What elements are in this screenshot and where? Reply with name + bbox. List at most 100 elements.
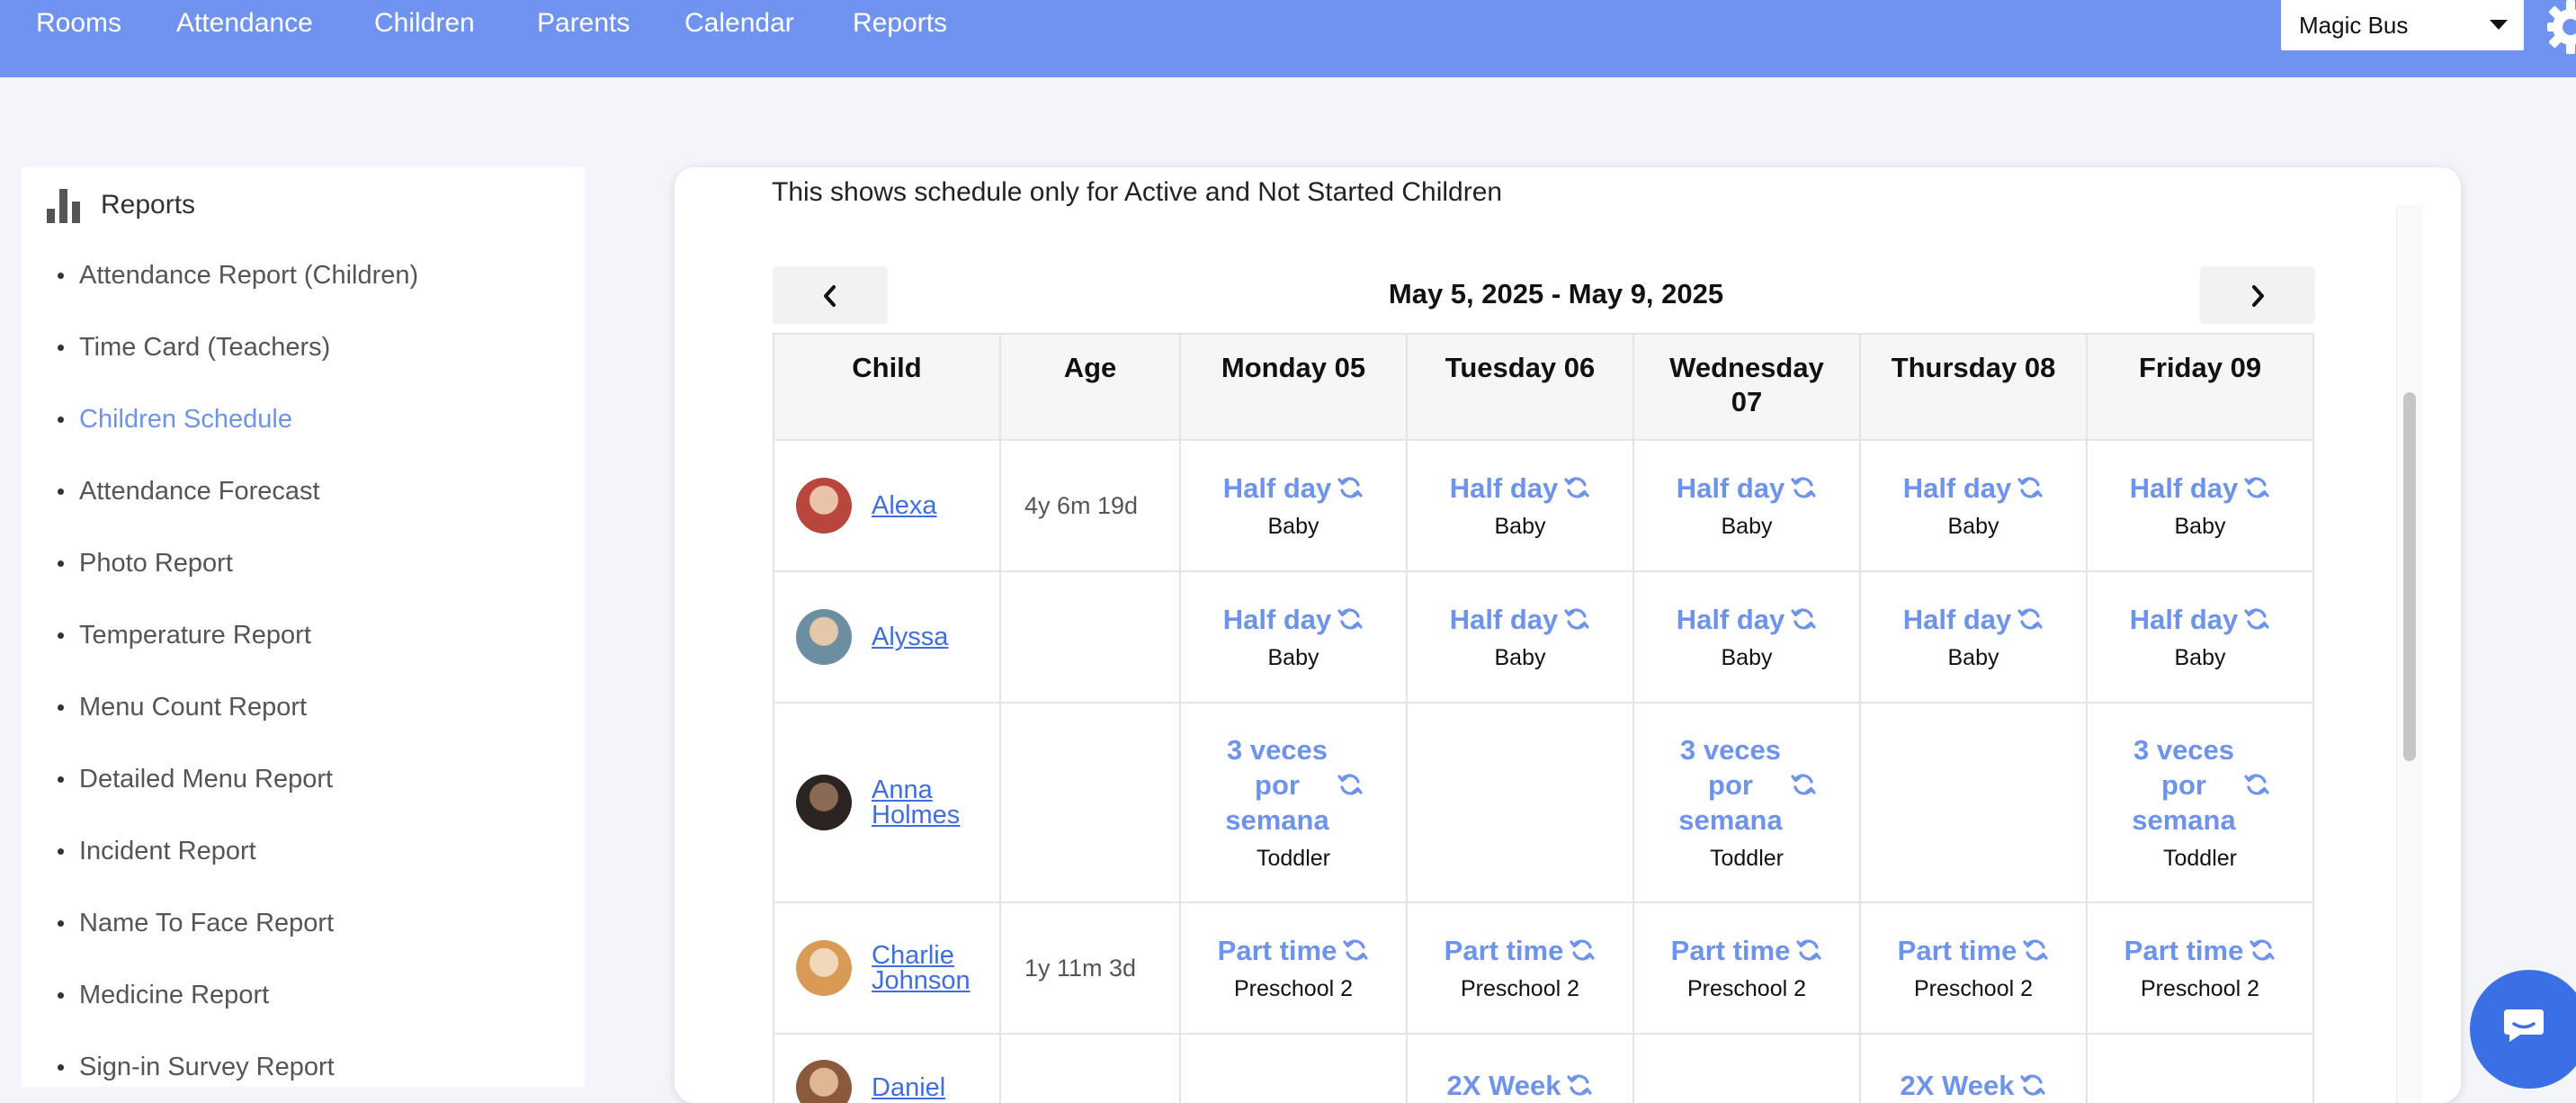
child-name-link[interactable]: Daniel [872, 1073, 946, 1102]
gear-icon[interactable] [2535, 0, 2576, 54]
schedule-name[interactable]: 3 veces por semana [2132, 733, 2236, 836]
schedule-entry: Part time [1181, 933, 1406, 968]
refresh-icon[interactable] [1563, 474, 1590, 501]
refresh-icon[interactable] [1790, 771, 1817, 798]
schedule-name[interactable]: Half day [1676, 471, 1785, 504]
schedule-name[interactable]: Half day [1676, 603, 1785, 635]
schedule-entry: Half day [1861, 602, 2086, 637]
schedule-name[interactable]: Part time [1217, 934, 1337, 966]
child-name-link[interactable]: Alexa [872, 491, 937, 520]
schedule-name[interactable]: 3 veces por semana [1678, 733, 1783, 836]
schedule-entry: Part time [1861, 933, 2086, 968]
caret-down-icon [2490, 20, 2508, 30]
schedule-name[interactable]: Half day [1902, 603, 2012, 635]
schedule-cell-wednesday: 3 veces por semana Toddler [1632, 702, 1861, 903]
nav-calendar[interactable]: Calendar [684, 8, 794, 38]
nav-parents[interactable]: Parents [537, 8, 631, 38]
refresh-icon[interactable] [2017, 605, 2044, 632]
chat-bubble-icon [2504, 1009, 2544, 1042]
age-cell: 1y 11m 3d [999, 901, 1181, 1035]
sidebar-item-detailed-menu-report[interactable]: Detailed Menu Report [57, 761, 333, 797]
chevron-right-icon [2252, 285, 2264, 307]
scrollbar-thumb[interactable] [2403, 392, 2416, 761]
sidebar-item-incident-report[interactable]: Incident Report [58, 833, 256, 869]
school-select-value: Magic Bus [2299, 12, 2409, 39]
refresh-icon[interactable] [2243, 771, 2270, 798]
sidebar-item-photo-report[interactable]: Photo Report [58, 545, 233, 581]
sidebar-item-temperature-report[interactable]: Temperature Report [58, 617, 311, 653]
schedule-name[interactable]: Half day [1222, 471, 1332, 504]
schedule-entry: 2X Week [1408, 1068, 1632, 1103]
schedule-name[interactable]: Half day [2129, 471, 2239, 504]
refresh-icon[interactable] [1337, 605, 1364, 632]
sidebar-item-attendance-forecast[interactable]: Attendance Forecast [58, 473, 320, 509]
column-header-thursday-label: Thursday 08 [1891, 352, 2056, 383]
table-row: Alyssa Half day Baby Half day Baby Half day Ba… [773, 570, 2314, 704]
refresh-icon[interactable] [2243, 474, 2270, 501]
schedule-cell-monday: 3 veces por semana Toddler [1179, 702, 1408, 903]
schedule-cell-wednesday: Half day Baby [1632, 570, 1861, 704]
table-header-row: Child Age Monday 05 Tuesday 06 Wednesday… [773, 333, 2314, 441]
schedule-name[interactable]: Part time [2124, 934, 2244, 966]
refresh-icon[interactable] [1790, 474, 1817, 501]
child-cell: Anna Holmes [773, 702, 1001, 903]
schedule-name[interactable]: Half day [1449, 603, 1559, 635]
nav-children[interactable]: Children [374, 8, 475, 38]
chat-button[interactable] [2470, 970, 2576, 1089]
schedule-name[interactable]: Half day [1449, 471, 1559, 504]
schedule-name[interactable]: Part time [1444, 934, 1564, 966]
sidebar-item-medicine-report[interactable]: Medicine Report [57, 977, 269, 1013]
child-name-link[interactable]: Charlie Johnson [872, 941, 970, 995]
schedule-name[interactable]: Half day [2129, 603, 2239, 635]
refresh-icon[interactable] [1337, 474, 1364, 501]
child-name-link[interactable]: Anna Holmes [872, 776, 961, 829]
child-name-link[interactable]: Alyssa [872, 623, 949, 651]
schedule-name[interactable]: Part time [1897, 934, 2017, 966]
sidebar-item-sign-in-survey-report[interactable]: Sign-in Survey Report [58, 1049, 335, 1085]
schedule-name[interactable]: Half day [1222, 603, 1332, 635]
next-week-button[interactable] [2200, 266, 2315, 324]
refresh-icon[interactable] [1795, 937, 1822, 964]
nav-attendance[interactable]: Attendance [176, 8, 313, 38]
schedule-name[interactable]: 2X Week [1900, 1069, 2015, 1101]
refresh-icon[interactable] [1566, 1072, 1593, 1099]
sidebar-item-name-to-face-report[interactable]: Name To Face Report [57, 905, 334, 941]
schedule-name[interactable]: 3 veces por semana [1225, 733, 1329, 836]
schedule-cell-thursday: Half day Baby [1859, 570, 2088, 704]
refresh-icon[interactable] [2249, 937, 2276, 964]
refresh-icon[interactable] [2017, 474, 2044, 501]
sidebar-item-menu-count-report[interactable]: Menu Count Report [57, 689, 307, 725]
column-header-tuesday-label: Tuesday 06 [1445, 352, 1596, 383]
refresh-icon[interactable] [1569, 937, 1596, 964]
schedule-name[interactable]: Part time [1670, 934, 1791, 966]
schedule-name[interactable]: 2X Week [1446, 1069, 1561, 1101]
refresh-icon[interactable] [1563, 605, 1590, 632]
refresh-icon[interactable] [1790, 605, 1817, 632]
schedule-cell-tuesday: Half day Baby [1406, 570, 1634, 704]
refresh-icon[interactable] [1342, 937, 1369, 964]
refresh-icon[interactable] [2022, 937, 2049, 964]
schedule-entry: 3 veces por semana [2088, 732, 2312, 838]
sidebar-item-time-card[interactable]: Time Card (Teachers) [57, 329, 330, 365]
schedule-name[interactable]: Half day [1902, 471, 2012, 504]
sidebar-item-children-schedule[interactable]: Children Schedule [58, 401, 292, 437]
refresh-icon[interactable] [1337, 771, 1364, 798]
room-label: Baby [1947, 644, 1999, 670]
schedule-cell-friday [2086, 1033, 2314, 1103]
room-label: Preschool 2 [1913, 975, 2034, 1001]
refresh-icon[interactable] [2243, 605, 2270, 632]
room-label: Baby [1267, 644, 1319, 670]
room-label: Baby [2174, 644, 2226, 670]
room-label: Baby [1947, 513, 1999, 539]
schedule-entry: Half day [1634, 602, 1859, 637]
nav-rooms[interactable]: Rooms [36, 8, 122, 38]
schedule-cell-thursday: 2X Week [1859, 1033, 2088, 1103]
nav-reports[interactable]: Reports [853, 8, 948, 38]
sidebar-item-attendance-report[interactable]: Attendance Report (Children) [57, 257, 418, 293]
column-header-child: Child [773, 333, 1001, 441]
week-range-label: May 5, 2025 - May 9, 2025 [1388, 278, 1724, 309]
room-label: Baby [2174, 513, 2226, 539]
refresh-icon[interactable] [2019, 1072, 2046, 1099]
prev-week-button[interactable] [773, 266, 888, 324]
school-select[interactable]: Magic Bus [2281, 0, 2524, 50]
